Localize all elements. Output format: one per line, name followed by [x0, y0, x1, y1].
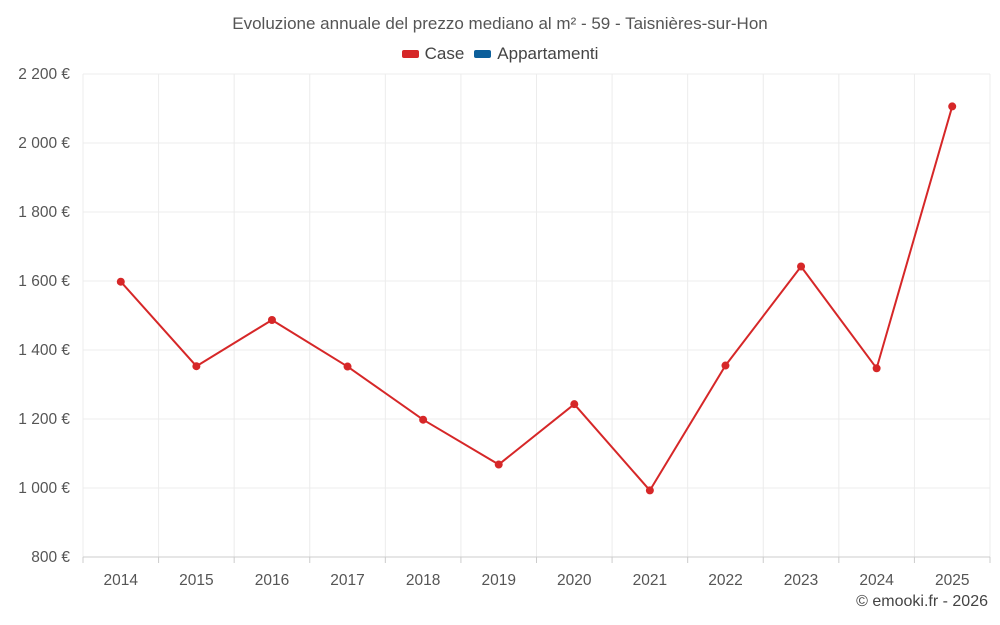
- y-tick-label: 1 000 €: [18, 480, 70, 497]
- data-point: [267, 315, 276, 324]
- series-line: [120, 106, 954, 492]
- x-tick-label: 2021: [633, 572, 667, 589]
- grid: [82, 73, 991, 557]
- legend: Case Appartamenti: [0, 44, 1000, 64]
- data-point: [570, 400, 579, 409]
- data-point: [116, 277, 125, 286]
- legend-swatch-appartamenti: [474, 50, 492, 58]
- legend-item-case[interactable]: Case: [401, 44, 465, 64]
- y-tick-label: 2 000 €: [18, 135, 70, 152]
- credit-text: © emooki.fr - 2026: [856, 593, 988, 610]
- legend-label-case: Case: [424, 44, 465, 63]
- y-tick-label: 2 200 €: [18, 66, 70, 83]
- x-tick-label: 2016: [255, 572, 289, 589]
- data-point: [343, 362, 352, 371]
- series: [116, 102, 957, 495]
- x-tick-label: 2024: [859, 572, 894, 589]
- y-tick-label: 1 200 €: [18, 411, 70, 428]
- legend-item-appartamenti[interactable]: Appartamenti: [474, 44, 598, 64]
- data-point: [192, 362, 201, 371]
- x-tick-label: 2014: [104, 572, 139, 589]
- x-tick-label: 2023: [784, 572, 818, 589]
- data-point: [948, 102, 957, 111]
- y-tick-label: 1 600 €: [18, 273, 70, 290]
- data-point: [872, 364, 881, 373]
- x-tick-label: 2020: [557, 572, 592, 589]
- x-tick-label: 2015: [179, 572, 213, 589]
- x-tick-label: 2019: [481, 572, 515, 589]
- x-tick-label: 2025: [935, 572, 969, 589]
- chart-title: Evoluzione annuale del prezzo mediano al…: [232, 14, 768, 33]
- x-tick-label: 2017: [330, 572, 364, 589]
- data-point: [494, 460, 503, 469]
- data-point: [797, 262, 806, 271]
- legend-swatch-case: [401, 50, 419, 58]
- y-tick-label: 800 €: [31, 549, 70, 566]
- x-tick-label: 2018: [406, 572, 440, 589]
- data-point: [419, 415, 428, 424]
- y-tick-label: 1 400 €: [18, 342, 70, 359]
- legend-label-appartamenti: Appartamenti: [497, 44, 599, 63]
- data-point: [721, 361, 730, 370]
- axes: 800 € 1 000 € 1 200 € 1 400 € 1 600 € 1 800 €…: [18, 66, 991, 589]
- y-tick-label: 1 800 €: [18, 204, 70, 221]
- x-tick-label: 2022: [708, 572, 742, 589]
- data-point: [645, 486, 654, 495]
